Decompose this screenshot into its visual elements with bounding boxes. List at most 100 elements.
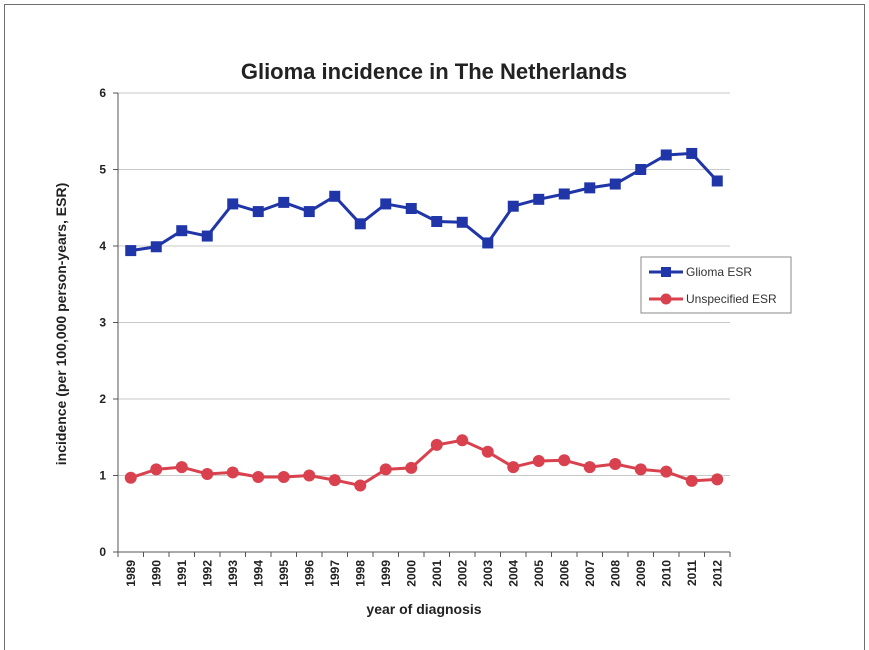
- data-point: [660, 149, 672, 161]
- data-point: [329, 190, 341, 202]
- data-point: [354, 479, 367, 492]
- data-point: [303, 206, 315, 218]
- x-tick-label: 2005: [532, 560, 546, 587]
- x-tick-label: 1989: [124, 560, 138, 587]
- x-tick-label: 1999: [379, 560, 393, 587]
- data-point: [583, 461, 596, 474]
- y-tick-label: 0: [99, 545, 106, 559]
- x-tick-label: 1996: [302, 560, 316, 587]
- data-point: [175, 461, 188, 474]
- legend-item: Unspecified ESR: [649, 292, 777, 306]
- y-tick-label: 3: [99, 316, 106, 330]
- series-1: [124, 434, 724, 492]
- data-point: [482, 237, 494, 249]
- data-point: [635, 164, 647, 175]
- x-tick-label: 2012: [710, 560, 724, 587]
- x-tick-label: 1998: [353, 560, 367, 587]
- data-point: [660, 465, 673, 478]
- x-tick-label: 1990: [149, 560, 163, 587]
- y-tick-labels: 0 1 2 3 4 5 6: [99, 86, 106, 559]
- data-point: [609, 178, 621, 190]
- data-point: [609, 458, 622, 471]
- data-point: [252, 471, 265, 484]
- x-tick-label: 2008: [608, 560, 622, 587]
- data-point: [150, 241, 162, 253]
- data-point: [686, 147, 698, 159]
- data-point: [380, 198, 392, 210]
- data-point: [533, 193, 545, 205]
- legend-marker: [661, 267, 671, 277]
- x-tick-label: 2006: [557, 560, 571, 587]
- x-tick-label: 1991: [175, 560, 189, 587]
- data-point: [711, 175, 723, 187]
- series-0: [125, 147, 723, 257]
- data-point: [227, 198, 239, 210]
- data-point: [507, 461, 520, 474]
- data-point: [278, 196, 290, 208]
- legend-marker: [660, 293, 672, 305]
- legend-label: Glioma ESR: [686, 265, 752, 279]
- data-point: [430, 438, 443, 451]
- x-tick-label: 1994: [251, 560, 265, 587]
- legend-item: Glioma ESR: [649, 265, 752, 279]
- data-point: [150, 463, 163, 476]
- data-point: [456, 216, 468, 228]
- data-point: [558, 188, 570, 200]
- data-point: [481, 445, 494, 458]
- data-point: [354, 218, 366, 230]
- x-tick-label: 1993: [226, 560, 240, 587]
- x-tick-label: 1992: [200, 560, 214, 587]
- y-tick-label: 2: [99, 392, 106, 406]
- data-point: [328, 474, 341, 487]
- data-point: [685, 474, 698, 487]
- data-point: [634, 463, 647, 476]
- y-tick-label: 4: [99, 239, 106, 253]
- data-point: [507, 200, 519, 212]
- series-line: [130, 151, 719, 253]
- x-tick-label: 2004: [506, 560, 520, 587]
- data-point: [584, 182, 596, 194]
- data-point: [379, 463, 392, 476]
- series-layer: [124, 147, 724, 492]
- x-tick-label: 1997: [328, 560, 342, 587]
- y-tick-label: 5: [99, 163, 106, 177]
- data-point: [456, 434, 469, 447]
- y-tick-label: 1: [99, 469, 106, 483]
- data-point: [532, 454, 545, 467]
- x-tick-label: 2000: [404, 560, 418, 587]
- data-point: [201, 467, 214, 480]
- data-point: [201, 230, 213, 242]
- grid-lines: [113, 92, 730, 553]
- axes: [117, 93, 731, 557]
- x-tick-label: 2009: [634, 560, 648, 587]
- legend-label: Unspecified ESR: [686, 292, 777, 306]
- y-axis-label: incidence (per 100,000 person-years, ESR…: [53, 183, 69, 465]
- x-tick-label: 2001: [430, 560, 444, 587]
- x-tick-label: 2007: [583, 560, 597, 587]
- data-point: [558, 454, 571, 467]
- chart-title: Glioma incidence in The Netherlands: [241, 59, 627, 84]
- x-axis-label: year of diagnosis: [366, 601, 481, 617]
- x-tick-labels: 1989 1990 1991 1992 1993 1994 1995 1996 1997 1998…: [124, 560, 725, 587]
- data-point: [176, 225, 188, 237]
- data-point: [405, 203, 417, 215]
- data-point: [252, 206, 264, 218]
- x-tick-label: 1995: [277, 560, 291, 587]
- legend: Glioma ESR Unspecified ESR: [640, 256, 792, 314]
- data-point: [226, 466, 239, 479]
- x-tick-label: 2011: [685, 560, 699, 586]
- chart-frame: [4, 4, 865, 650]
- data-point: [431, 216, 443, 228]
- x-tick-label: 2010: [659, 560, 673, 587]
- data-point: [124, 471, 137, 484]
- x-tick-label: 2003: [481, 560, 495, 587]
- x-tick-label: 2002: [455, 560, 469, 587]
- data-point: [125, 245, 137, 257]
- series-line: [130, 438, 718, 488]
- data-point: [711, 473, 724, 486]
- data-point: [303, 469, 316, 482]
- y-tick-label: 6: [99, 86, 106, 100]
- data-point: [405, 461, 418, 474]
- data-point: [277, 471, 290, 484]
